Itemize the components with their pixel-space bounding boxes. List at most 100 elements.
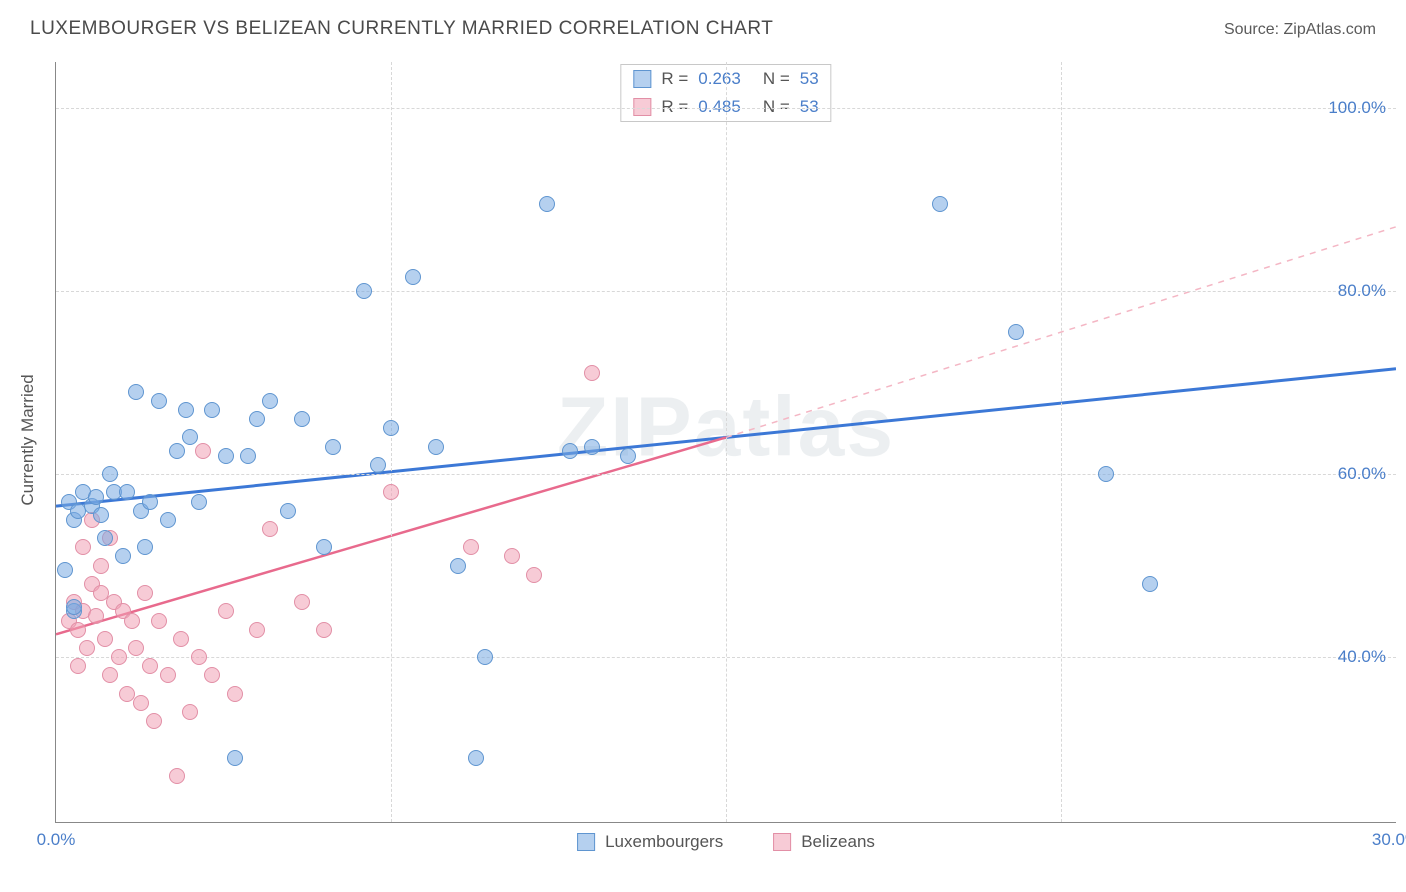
scatter-point [182,704,198,720]
scatter-point [1008,324,1024,340]
scatter-point [151,393,167,409]
scatter-point [133,695,149,711]
scatter-point [562,443,578,459]
scatter-point [169,443,185,459]
scatter-point [383,420,399,436]
r-label: R = [661,69,688,89]
legend-label-pink: Belizeans [801,832,875,852]
scatter-point [1098,466,1114,482]
scatter-point [1142,576,1158,592]
scatter-point [124,613,140,629]
scatter-point [428,439,444,455]
scatter-point [115,548,131,564]
scatter-point [128,384,144,400]
scatter-point [128,640,144,656]
scatter-point [204,402,220,418]
scatter-point [97,530,113,546]
scatter-point [97,631,113,647]
scatter-point [249,622,265,638]
legend-item-blue: Luxembourgers [577,832,723,852]
scatter-point [191,494,207,510]
legend-label-blue: Luxembourgers [605,832,723,852]
scatter-point [146,713,162,729]
scatter-point [316,539,332,555]
y-tick-label: 40.0% [1338,647,1386,667]
y-tick-label: 80.0% [1338,281,1386,301]
scatter-point [75,539,91,555]
scatter-point [70,622,86,638]
scatter-point [294,411,310,427]
scatter-point [405,269,421,285]
series-legend: Luxembourgers Belizeans [577,832,875,852]
swatch-blue [577,833,595,851]
scatter-point [93,507,109,523]
scatter-point [142,494,158,510]
scatter-point [160,667,176,683]
scatter-point [383,484,399,500]
scatter-point [218,448,234,464]
scatter-point [526,567,542,583]
scatter-point [137,539,153,555]
y-axis-label: Currently Married [18,374,38,505]
legend-item-pink: Belizeans [773,832,875,852]
scatter-point [57,562,73,578]
scatter-point [191,649,207,665]
source-label: Source: ZipAtlas.com [1224,21,1376,39]
gridline-v [391,62,392,822]
chart-plot-area: ZIPatlas R = 0.263 N = 53 R = 0.485 N = … [55,62,1396,823]
gridline-v [1061,62,1062,822]
scatter-point [356,283,372,299]
scatter-point [249,411,265,427]
scatter-point [240,448,256,464]
scatter-point [262,393,278,409]
scatter-point [142,658,158,674]
scatter-point [160,512,176,528]
gridline-v [726,62,727,822]
chart-title: LUXEMBOURGER VS BELIZEAN CURRENTLY MARRI… [30,18,773,40]
r-value-blue: 0.263 [698,69,741,89]
scatter-point [119,484,135,500]
scatter-point [204,667,220,683]
scatter-point [584,365,600,381]
scatter-point [504,548,520,564]
scatter-point [463,539,479,555]
scatter-point [932,196,948,212]
y-tick-label: 100.0% [1328,98,1386,118]
scatter-point [178,402,194,418]
scatter-point [88,489,104,505]
scatter-point [88,608,104,624]
scatter-point [316,622,332,638]
scatter-point [111,649,127,665]
scatter-point [195,443,211,459]
scatter-point [227,750,243,766]
scatter-point [79,640,95,656]
scatter-point [325,439,341,455]
n-value-blue: 53 [800,69,819,89]
scatter-point [102,466,118,482]
scatter-point [280,503,296,519]
scatter-point [169,768,185,784]
scatter-point [218,603,234,619]
scatter-point [93,558,109,574]
scatter-point [370,457,386,473]
swatch-blue [633,70,651,88]
scatter-point [620,448,636,464]
scatter-point [227,686,243,702]
swatch-pink [773,833,791,851]
scatter-point [137,585,153,601]
n-label: N = [763,69,790,89]
y-tick-label: 60.0% [1338,464,1386,484]
scatter-point [584,439,600,455]
scatter-point [468,750,484,766]
scatter-point [450,558,466,574]
scatter-point [173,631,189,647]
scatter-point [102,667,118,683]
scatter-point [262,521,278,537]
scatter-point [294,594,310,610]
scatter-point [70,658,86,674]
scatter-point [151,613,167,629]
scatter-point [477,649,493,665]
x-tick-label: 0.0% [37,830,76,850]
scatter-point [539,196,555,212]
scatter-point [182,429,198,445]
